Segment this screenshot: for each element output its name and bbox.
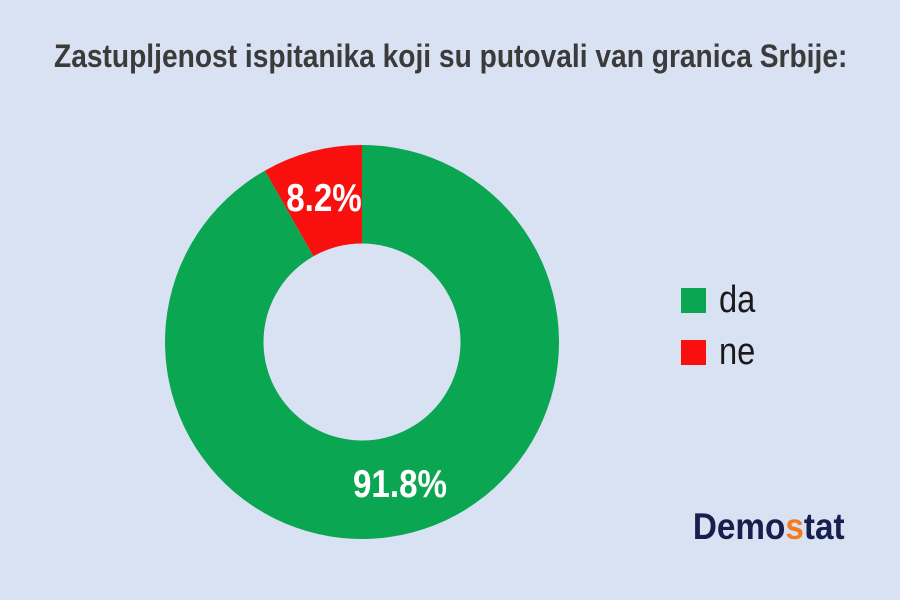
legend-item-ne: ne	[681, 331, 761, 373]
logo-text-part3: tat	[804, 506, 845, 547]
chart-title: Zastupljenost ispitanika koji su putoval…	[54, 38, 848, 74]
slice-label-ne: 8.2%	[286, 177, 363, 221]
pie-slice-da	[164, 145, 560, 539]
pie-slice-ne	[264, 145, 362, 257]
chart-legend: da ne	[681, 279, 761, 373]
legend-label-da: da	[719, 279, 756, 321]
legend-item-da: da	[681, 279, 761, 321]
legend-swatch-ne	[681, 340, 706, 365]
demostat-logo: Demostat	[693, 506, 845, 548]
legend-label-ne: ne	[719, 331, 756, 373]
logo-text-accent: s	[785, 506, 805, 547]
logo-text-part1: Demo	[693, 506, 786, 547]
legend-swatch-da	[681, 288, 706, 313]
slice-label-da: 91.8%	[352, 462, 447, 506]
